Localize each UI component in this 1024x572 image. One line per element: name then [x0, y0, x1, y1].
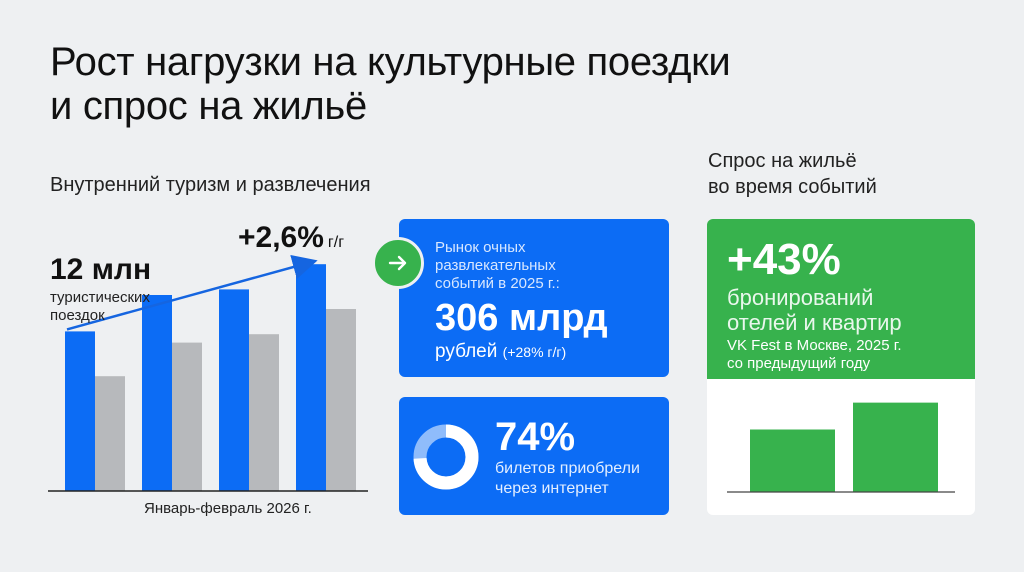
market-change: (+28% г/г) [502, 344, 567, 360]
market-heading-line-1: Рынок очных [435, 239, 526, 256]
housing-text-line-2: отелей и квартир [727, 310, 902, 335]
arrow-right-icon [372, 237, 424, 289]
market-heading-line-3: событий в 2025 г.: [435, 275, 560, 292]
housing-note-line-2: со предыдущий году [727, 355, 871, 372]
housing-bar-2 [853, 402, 938, 492]
section-title-tourism: Внутренний туризм и развлечения [50, 174, 371, 196]
tourism-label-line-2: поездок [50, 307, 105, 324]
housing-text: бронирований отелей и квартир [727, 285, 902, 335]
housing-card: +43% бронирований отелей и квартир VK Fe… [707, 219, 975, 379]
tourism-bar-primary-1 [65, 331, 95, 491]
market-value: 306 млрд [435, 297, 608, 339]
tickets-text-line-2: через интернет [495, 480, 609, 497]
tourism-growth-value: +2,6% [238, 221, 324, 254]
donut-share-arc [413, 424, 479, 490]
section-title-housing: Спрос на жильё во время событий [708, 148, 877, 200]
tourism-bar-secondary-2 [172, 342, 202, 491]
tourism-period: Январь-февраль 2026 г. [144, 500, 312, 517]
housing-chart-panel [707, 379, 975, 515]
tourism-bar-secondary-3 [249, 334, 279, 491]
tickets-card: 74% билетов приобрели через интернет [399, 397, 669, 515]
housing-note-line-1: VK Fest в Москве, 2025 г. [727, 337, 902, 354]
housing-text-line-1: бронирований [727, 285, 874, 310]
tickets-text-line-1: билетов приобрели [495, 460, 640, 477]
tickets-text: билетов приобрели через интернет [495, 459, 640, 499]
section-title-housing-line-2: во время событий [708, 176, 877, 198]
tourism-bar-primary-3 [219, 289, 249, 491]
market-heading-line-2: развлекательных [435, 257, 556, 274]
tourism-bar-primary-4 [296, 264, 326, 491]
market-unit-text: рублей [435, 341, 498, 362]
title-line-1: Рост нагрузки на культурные поездки [50, 40, 731, 84]
title-line-2: и спрос на жильё [50, 84, 367, 128]
tourism-label-line-1: туристических [50, 289, 150, 306]
market-heading: Рынок очных развлекательных событий в 20… [435, 239, 560, 293]
tourism-growth: +2,6% г/г [238, 221, 344, 255]
page-title: Рост нагрузки на культурные поездки и сп… [50, 40, 950, 128]
market-unit: рублей (+28% г/г) [435, 341, 566, 363]
market-card: Рынок очных развлекательных событий в 20… [399, 219, 669, 377]
housing-bar-chart [727, 402, 955, 493]
housing-bar-1 [750, 429, 835, 492]
tourism-bar-secondary-4 [326, 309, 356, 491]
tourism-bar-primary-2 [142, 295, 172, 491]
housing-value: +43% [727, 235, 841, 284]
tourism-label: туристических поездок [50, 289, 150, 325]
housing-note: VK Fest в Москве, 2025 г. со предыдущий … [727, 337, 902, 373]
trend-arrow [66, 254, 318, 331]
tourism-growth-unit: г/г [327, 234, 345, 251]
tourism-bar-chart [48, 254, 368, 492]
tickets-value: 74% [495, 415, 576, 459]
arrow-right-glyph [388, 255, 407, 271]
tourism-bar-secondary-1 [95, 376, 125, 491]
tickets-donut-chart [413, 424, 479, 490]
section-title-housing-line-1: Спрос на жильё [708, 150, 857, 172]
tourism-value: 12 млн [50, 253, 152, 286]
